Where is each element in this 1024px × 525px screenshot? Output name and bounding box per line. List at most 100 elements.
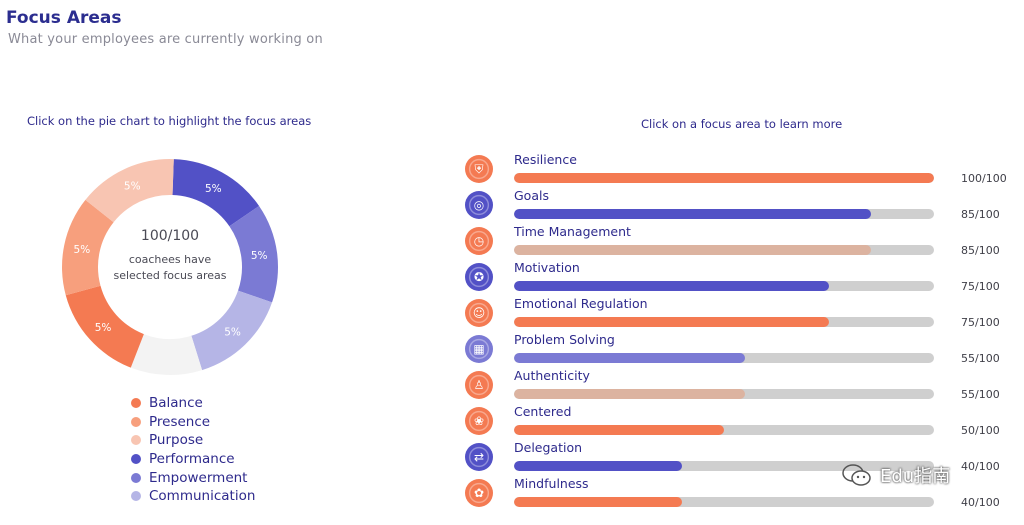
focus-area-label[interactable]: Emotional Regulation [514, 296, 648, 311]
focus-area-bar [514, 173, 934, 183]
focus-area-label[interactable]: Problem Solving [514, 332, 615, 347]
cube-icon[interactable]: ▦ [465, 335, 493, 363]
focus-area-score: 40/100 [961, 496, 1000, 509]
shield-icon[interactable]: ⛨ [465, 155, 493, 183]
focus-area-track [514, 389, 934, 399]
focus-area-track [514, 497, 934, 507]
focus-area-score: 75/100 [961, 280, 1000, 293]
donut-slice-empowerment[interactable] [229, 205, 278, 303]
legend-item-empowerment[interactable]: Empowerment [131, 468, 255, 487]
focus-area-bar [514, 317, 829, 327]
focus-areas-donut-chart[interactable]: 5% 5% 5% 5% 5% 5% [40, 147, 300, 387]
watermark-text: Edu指南 [880, 466, 951, 487]
donut-slice-label-communication: 5% [224, 327, 241, 339]
focus-area-track [514, 461, 934, 471]
legend-item-purpose[interactable]: Purpose [131, 431, 255, 450]
mind-icon[interactable]: ✿ [465, 479, 493, 507]
focus-area-score: 75/100 [961, 316, 1000, 329]
focus-area-label[interactable]: Goals [514, 188, 549, 203]
focus-area-label[interactable]: Authenticity [514, 368, 590, 383]
focus-area-score: 50/100 [961, 424, 1000, 437]
focus-area-row[interactable]: ◎ Goals 85/100 [462, 188, 1022, 224]
focus-area-list: ⛨ Resilience 100/100 ◎ Goals 85/100 ◷ Time Mana… [462, 152, 1022, 512]
donut-legend: Balance Presence Purpose Performance Empower… [131, 394, 255, 506]
focus-area-bar [514, 353, 745, 363]
focus-area-bar [514, 281, 829, 291]
head-icon[interactable]: ☺ [465, 299, 493, 327]
pie-instruction: Click on the pie chart to highlight the … [27, 114, 312, 128]
focus-area-row[interactable]: ☺ Emotional Regulation 75/100 [462, 296, 1022, 332]
focus-area-row[interactable]: ❀ Centered 50/100 [462, 404, 1022, 440]
donut-slice-presence[interactable] [61, 199, 114, 296]
delegate-icon[interactable]: ⇄ [465, 443, 493, 471]
legend-swatch [131, 398, 141, 409]
legend-label: Balance [149, 395, 203, 412]
focus-area-label[interactable]: Centered [514, 404, 572, 419]
focus-area-label[interactable]: Delegation [514, 440, 583, 455]
legend-label: Empowerment [149, 469, 248, 486]
focus-area-score: 55/100 [961, 352, 1000, 365]
focus-area-score: 85/100 [961, 244, 1000, 257]
focus-area-track [514, 281, 934, 291]
donut-slice-label-empowerment: 5% [251, 250, 268, 262]
meditation-icon[interactable]: ❀ [465, 407, 493, 435]
focus-area-bar [514, 497, 682, 507]
wechat-logo-icon [842, 464, 871, 486]
focus-area-bar [514, 245, 871, 255]
legend-item-balance[interactable]: Balance [131, 394, 255, 413]
focus-area-row[interactable]: ⛨ Resilience 100/100 [462, 152, 1022, 188]
legend-item-communication[interactable]: Communication [131, 487, 255, 506]
legend-swatch [131, 454, 141, 465]
donut-slice-label-performance: 5% [205, 183, 222, 195]
legend-swatch [131, 491, 141, 502]
focus-area-bar [514, 389, 745, 399]
legend-item-performance[interactable]: Performance [131, 450, 255, 469]
legend-label: Communication [149, 488, 256, 505]
focus-area-score: 40/100 [961, 460, 1000, 473]
medal-icon[interactable]: ✪ [465, 263, 493, 291]
donut-slice-communication[interactable] [191, 290, 273, 371]
focus-area-row[interactable]: ◷ Time Management 85/100 [462, 224, 1022, 260]
donut-slice-performance[interactable] [172, 159, 260, 227]
focus-area-row[interactable]: ⇄ Delegation 40/100 [462, 440, 1022, 476]
focus-area-instruction: Click on a focus area to learn more [641, 117, 843, 131]
focus-area-label[interactable]: Motivation [514, 260, 580, 275]
donut-slice-balance[interactable] [65, 285, 144, 368]
donut-center-caption: coachees have selected focus areas [113, 253, 227, 282]
focus-area-score: 55/100 [961, 388, 1000, 401]
focus-area-track [514, 317, 934, 327]
legend-swatch [131, 435, 141, 446]
focus-area-bar [514, 209, 871, 219]
legend-item-presence[interactable]: Presence [131, 413, 255, 432]
focus-area-row[interactable]: ▦ Problem Solving 55/100 [462, 332, 1022, 368]
focus-area-track [514, 173, 934, 183]
focus-area-label[interactable]: Time Management [514, 224, 631, 239]
watermark: Edu指南 [842, 462, 950, 488]
focus-area-track [514, 209, 934, 219]
donut-slice-label-balance: 5% [95, 322, 112, 334]
legend-swatch [131, 416, 141, 427]
focus-area-row[interactable]: ♙ Authenticity 55/100 [462, 368, 1022, 404]
focus-area-row[interactable]: ✿ Mindfulness 40/100 [462, 476, 1022, 512]
page-subtitle: What your employees are currently workin… [8, 32, 323, 47]
donut-slice-remainder [130, 334, 203, 375]
legend-label: Purpose [149, 432, 204, 449]
donut-center: 100/100 coachees have selected focus are… [110, 228, 230, 284]
focus-area-bar [514, 461, 682, 471]
donut-slice-purpose[interactable] [85, 159, 174, 223]
focus-area-bar [514, 425, 724, 435]
focus-area-row[interactable]: ✪ Motivation 75/100 [462, 260, 1022, 296]
focus-area-label[interactable]: Resilience [514, 152, 577, 167]
focus-area-track [514, 245, 934, 255]
donut-center-value: 100/100 [140, 228, 200, 244]
person-check-icon[interactable]: ♙ [465, 371, 493, 399]
focus-area-label[interactable]: Mindfulness [514, 476, 589, 491]
focus-area-score: 100/100 [961, 172, 1007, 185]
focus-area-track [514, 425, 934, 435]
focus-area-score: 85/100 [961, 208, 1000, 221]
legend-label: Presence [149, 413, 211, 430]
donut-slice-label-purpose: 5% [124, 180, 141, 192]
target-icon[interactable]: ◎ [465, 191, 493, 219]
legend-label: Performance [149, 451, 235, 468]
clock-icon[interactable]: ◷ [465, 227, 493, 255]
